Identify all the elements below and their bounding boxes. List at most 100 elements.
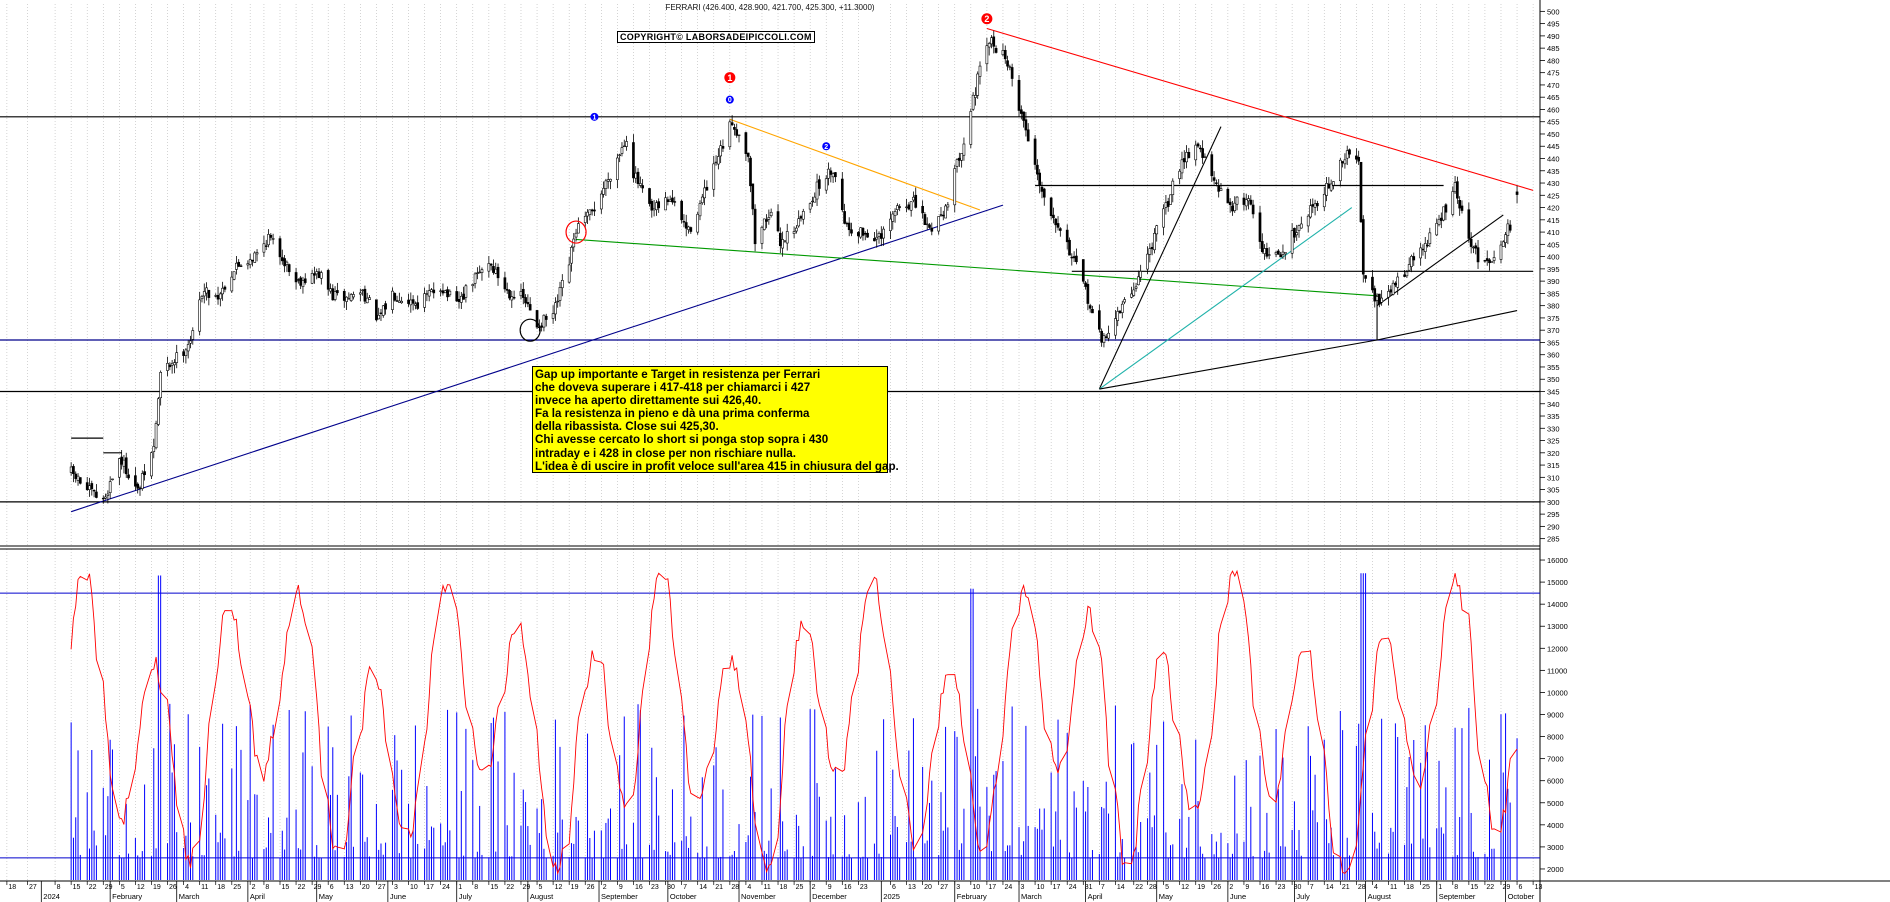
day-tick-label: 29 [522, 884, 530, 891]
candle [719, 140, 722, 164]
candle [1075, 248, 1078, 265]
day-tick-label: 15 [73, 884, 81, 891]
candle [473, 272, 477, 289]
candle-body [1338, 159, 1342, 182]
note-line: Fa la resistenza in pieno e dà una prima… [535, 407, 810, 421]
candle-body [795, 227, 798, 232]
candle-body [1460, 205, 1464, 211]
candle [333, 286, 337, 302]
candle-body [1329, 183, 1333, 191]
candle-body [106, 493, 110, 496]
candle-body [733, 126, 736, 130]
candle [505, 282, 509, 294]
candle-body [641, 185, 644, 189]
candle-body [329, 288, 332, 292]
month-label: 2025 [883, 892, 900, 901]
candle-body [586, 211, 589, 217]
candle [1426, 239, 1429, 248]
candle-body [1162, 208, 1165, 228]
candle-body [1325, 183, 1328, 196]
price-tick-label: 390 [1547, 277, 1560, 286]
candle-body [1226, 188, 1230, 204]
candle [744, 131, 748, 161]
price-tick-label: 305 [1547, 486, 1560, 495]
candle-body [673, 201, 677, 203]
candle-body [1182, 158, 1186, 163]
candle [696, 211, 700, 235]
candle-body [554, 302, 557, 315]
wave-marker-label: 1 [592, 114, 596, 121]
candle-body [471, 284, 475, 287]
candle [278, 236, 282, 265]
day-tick-label: 26 [1213, 884, 1221, 891]
candle-body [269, 234, 273, 238]
price-tick-label: 365 [1547, 338, 1560, 347]
day-tick-label: 3 [394, 884, 398, 891]
candle-body [221, 287, 224, 295]
candle-body [599, 193, 603, 210]
trend-lines [70, 27, 1534, 513]
candle [189, 335, 192, 349]
candle [471, 283, 475, 292]
candle [753, 204, 757, 252]
candle-body [1306, 215, 1310, 227]
volume-axis: 2000 3000 4000 5000 6000 7000 8000 9000 10000 110… [1540, 556, 1568, 874]
candle-body [811, 200, 814, 203]
candle [1215, 179, 1218, 187]
candle [1460, 200, 1464, 214]
candle-body [427, 290, 431, 297]
trend-line [70, 204, 1004, 513]
candle-body [1391, 282, 1395, 295]
day-tick-label: 19 [153, 884, 161, 891]
day-tick-label: 24 [1069, 884, 1077, 891]
candle [269, 233, 273, 241]
candle-body [1410, 255, 1413, 267]
candle-body [478, 271, 482, 274]
volume-tick-label: 15000 [1547, 578, 1568, 587]
candle [1501, 240, 1505, 247]
month-label: October [1508, 892, 1535, 901]
note-line: invece ha aperto direttamente sui 426,40… [535, 394, 762, 408]
candle [400, 296, 403, 304]
candle [365, 292, 369, 304]
day-tick-label: 17 [1053, 884, 1061, 891]
candle-body [1139, 271, 1142, 278]
candle-body [1203, 156, 1207, 158]
candle [92, 489, 96, 498]
candle-body [648, 188, 651, 204]
candle-body [375, 299, 378, 321]
candle-body [303, 278, 307, 283]
candle [90, 480, 94, 496]
candle-body [1515, 191, 1519, 195]
candle-body [333, 291, 337, 300]
price-tick-label: 420 [1547, 204, 1560, 213]
candle [375, 299, 378, 322]
candle-body [1419, 247, 1422, 259]
candle-body [175, 352, 179, 363]
candle [765, 214, 768, 229]
candle-body [797, 218, 801, 227]
candle-body [551, 313, 555, 319]
candle-body [432, 289, 436, 294]
analysis-note: Gap up importante e Target in resistenza… [532, 366, 899, 473]
candle-body [792, 231, 796, 234]
candle-body [278, 238, 282, 258]
candle-body [808, 203, 812, 210]
candle-body [214, 295, 218, 297]
candle-body [818, 179, 821, 189]
candle-body [120, 456, 123, 465]
candle-body [1345, 150, 1349, 159]
candle [262, 235, 266, 257]
candle-body [1426, 244, 1429, 247]
candle [1469, 232, 1473, 254]
highlight-circle [519, 318, 541, 342]
candle [583, 211, 587, 229]
price-tick-label: 315 [1547, 461, 1560, 470]
candle [255, 249, 259, 262]
candle-body [1327, 183, 1331, 189]
day-tick-label: 2 [1229, 884, 1233, 891]
candle [834, 171, 837, 183]
candle [664, 191, 667, 211]
candle [944, 203, 947, 219]
candle-body [251, 259, 254, 262]
